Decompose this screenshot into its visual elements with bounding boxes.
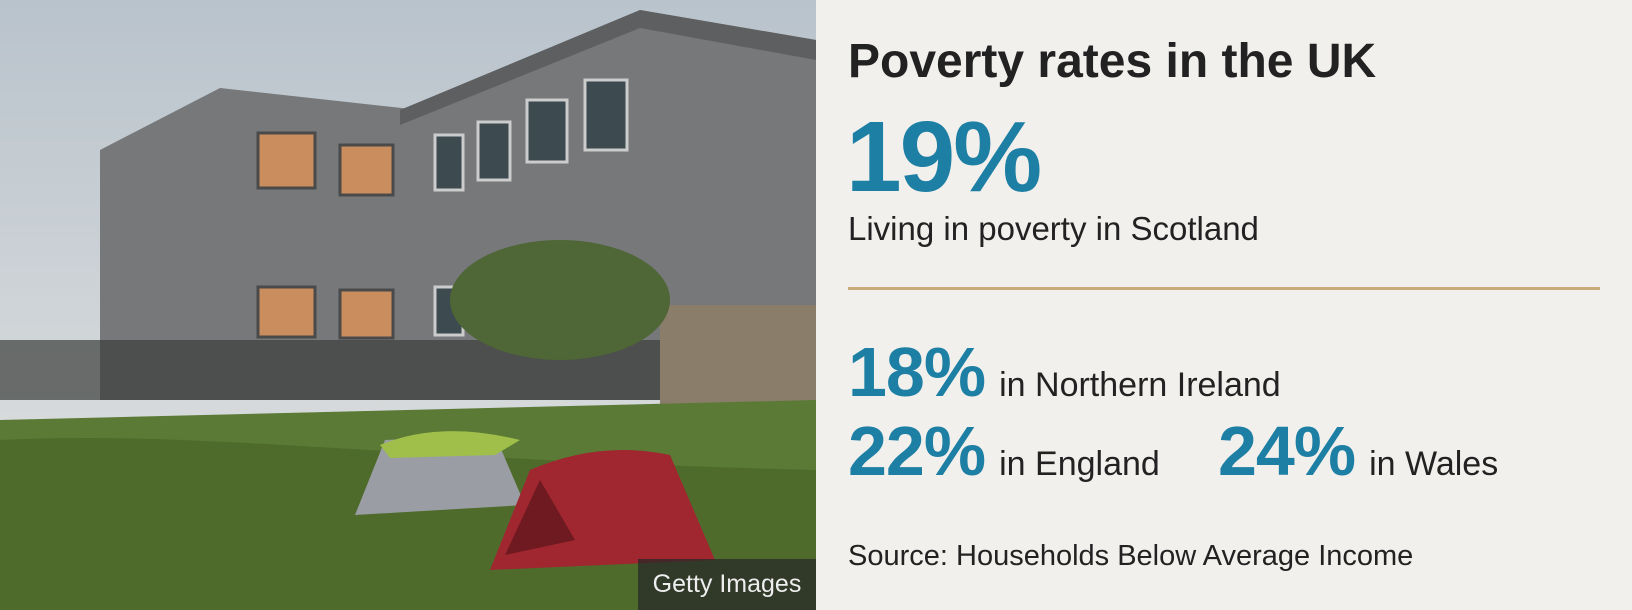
stat-value: 24% [1218, 412, 1356, 490]
stat-value: 22% [848, 412, 986, 490]
stat: 24% in Wales [1218, 411, 1498, 491]
headline-value: 19% [846, 101, 1042, 213]
photo [0, 0, 816, 610]
stat-value: 18% [848, 333, 986, 411]
stat-label: in Wales [1369, 445, 1499, 483]
headline-label: Living in poverty in Scotland [848, 210, 1259, 247]
source: Source: Households Below Average Income [848, 540, 1414, 572]
photo-credit: Getty Images [638, 559, 816, 610]
divider [848, 287, 1600, 290]
title: Poverty rates in the UK [848, 35, 1377, 88]
stat: 22% in England [848, 411, 1160, 491]
stat-label: in England [999, 445, 1160, 483]
stat: 18% in Northern Ireland [848, 332, 1281, 412]
stat-label: in Northern Ireland [999, 366, 1281, 404]
